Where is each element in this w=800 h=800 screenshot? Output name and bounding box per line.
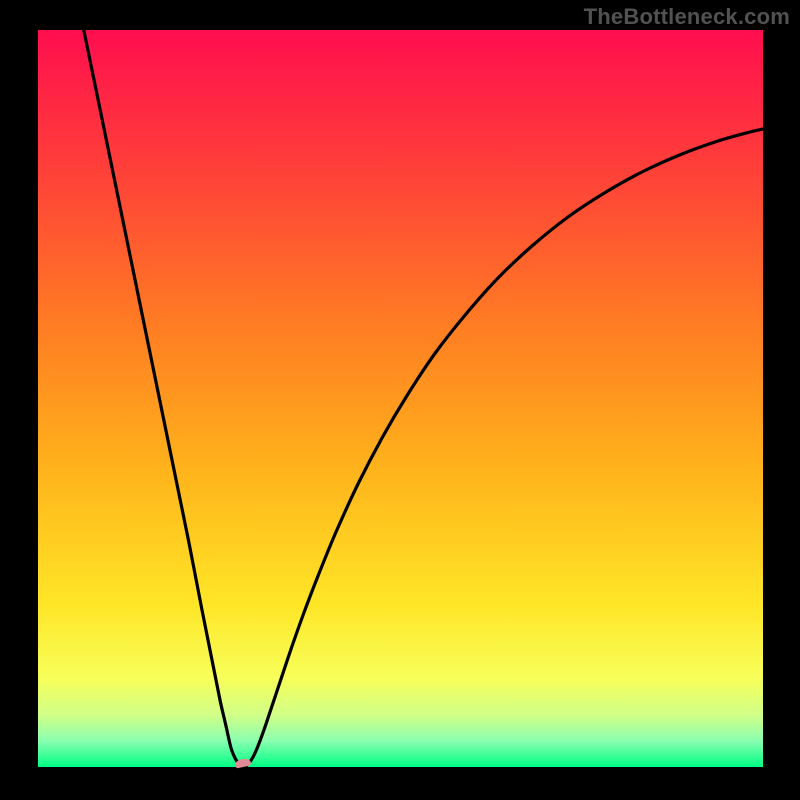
watermark-text: TheBottleneck.com <box>584 4 790 30</box>
page-root: TheBottleneck.com <box>0 0 800 800</box>
plot-background <box>38 30 763 767</box>
